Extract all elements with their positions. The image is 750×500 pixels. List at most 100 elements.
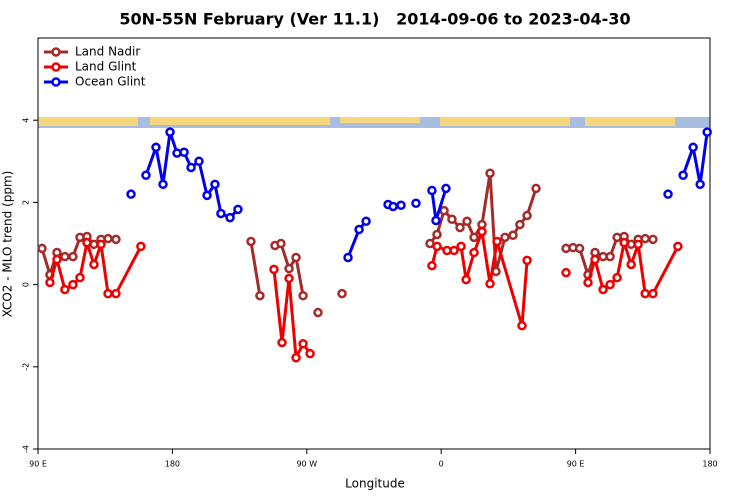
- point: [158, 179, 168, 190]
- point: [531, 183, 541, 194]
- point: [640, 288, 650, 299]
- point: [52, 254, 62, 265]
- y-tick-label: -2: [22, 363, 31, 371]
- point: [441, 183, 451, 194]
- point: [492, 236, 502, 247]
- chart-title: 50N-55N February (Ver 11.1) 2014-09-06 t…: [119, 10, 630, 29]
- x-tick-label: 0: [439, 460, 444, 469]
- point: [439, 205, 449, 216]
- y-tick-label: -4: [22, 445, 31, 453]
- point: [605, 251, 615, 262]
- point: [291, 252, 301, 263]
- legend-marker: [51, 47, 61, 57]
- point: [515, 219, 525, 230]
- point: [291, 353, 301, 363]
- point: [477, 226, 487, 237]
- point: [233, 204, 243, 215]
- point: [640, 233, 650, 244]
- point: [210, 179, 220, 190]
- point: [431, 215, 441, 226]
- point: [432, 229, 442, 240]
- point: [136, 241, 146, 252]
- point: [388, 201, 398, 212]
- point: [284, 263, 294, 274]
- point: [522, 255, 532, 266]
- point: [688, 142, 698, 153]
- point: [673, 241, 683, 252]
- point: [313, 307, 323, 318]
- point: [508, 230, 518, 241]
- point: [179, 147, 189, 158]
- point: [517, 320, 527, 331]
- point: [216, 208, 226, 219]
- x-axis-label: Longitude: [345, 477, 405, 491]
- point: [277, 337, 287, 348]
- y-tick-label: 2: [22, 200, 31, 205]
- point: [427, 260, 437, 271]
- legend-label: Land Nadir: [75, 45, 140, 59]
- point: [663, 189, 673, 199]
- point: [298, 290, 308, 301]
- point: [165, 127, 175, 137]
- point: [111, 234, 121, 245]
- point: [447, 214, 457, 225]
- plot-frame: [37, 37, 711, 450]
- point: [305, 348, 315, 359]
- point: [202, 190, 212, 201]
- point: [561, 267, 571, 278]
- point: [469, 247, 479, 258]
- point: [695, 179, 705, 190]
- point: [574, 243, 585, 254]
- x-tick-label: 90 E: [567, 460, 585, 469]
- point: [396, 200, 406, 211]
- point: [126, 189, 136, 199]
- point: [612, 272, 622, 283]
- point: [485, 279, 495, 289]
- point: [354, 224, 364, 235]
- point: [151, 142, 161, 153]
- x-tick-label: 90 E: [29, 460, 47, 469]
- point: [702, 127, 712, 137]
- point: [269, 264, 279, 275]
- point: [605, 279, 615, 290]
- point: [103, 288, 113, 299]
- point: [361, 216, 371, 227]
- point: [455, 222, 465, 233]
- point: [678, 170, 688, 181]
- map-strip: [38, 117, 710, 128]
- point: [89, 259, 99, 270]
- point: [432, 241, 442, 252]
- y-tick-label: 4: [22, 118, 31, 123]
- point: [619, 237, 629, 248]
- point: [427, 185, 437, 196]
- point: [456, 241, 466, 252]
- point: [82, 237, 92, 248]
- point: [284, 273, 294, 284]
- point: [633, 239, 643, 250]
- point: [225, 212, 235, 223]
- point: [103, 233, 113, 244]
- point: [462, 216, 472, 227]
- y-axis-label: XCO2 - MLO trend (ppm): [1, 171, 15, 318]
- legend-label: Ocean Glint: [75, 75, 146, 89]
- point: [96, 239, 106, 250]
- point: [648, 234, 658, 245]
- x-tick-label: 90 W: [296, 460, 317, 469]
- point: [111, 288, 121, 299]
- point: [60, 284, 70, 295]
- y-tick-label: 0: [22, 282, 31, 287]
- point: [45, 277, 55, 288]
- point: [276, 238, 286, 249]
- point: [449, 245, 459, 256]
- point: [37, 243, 47, 254]
- point: [411, 198, 421, 208]
- point: [60, 251, 70, 262]
- point: [522, 210, 532, 221]
- point: [648, 288, 658, 299]
- point: [194, 156, 204, 167]
- point: [298, 339, 308, 349]
- point: [485, 168, 495, 178]
- x-tick-label: 180: [165, 460, 180, 469]
- point: [75, 272, 85, 283]
